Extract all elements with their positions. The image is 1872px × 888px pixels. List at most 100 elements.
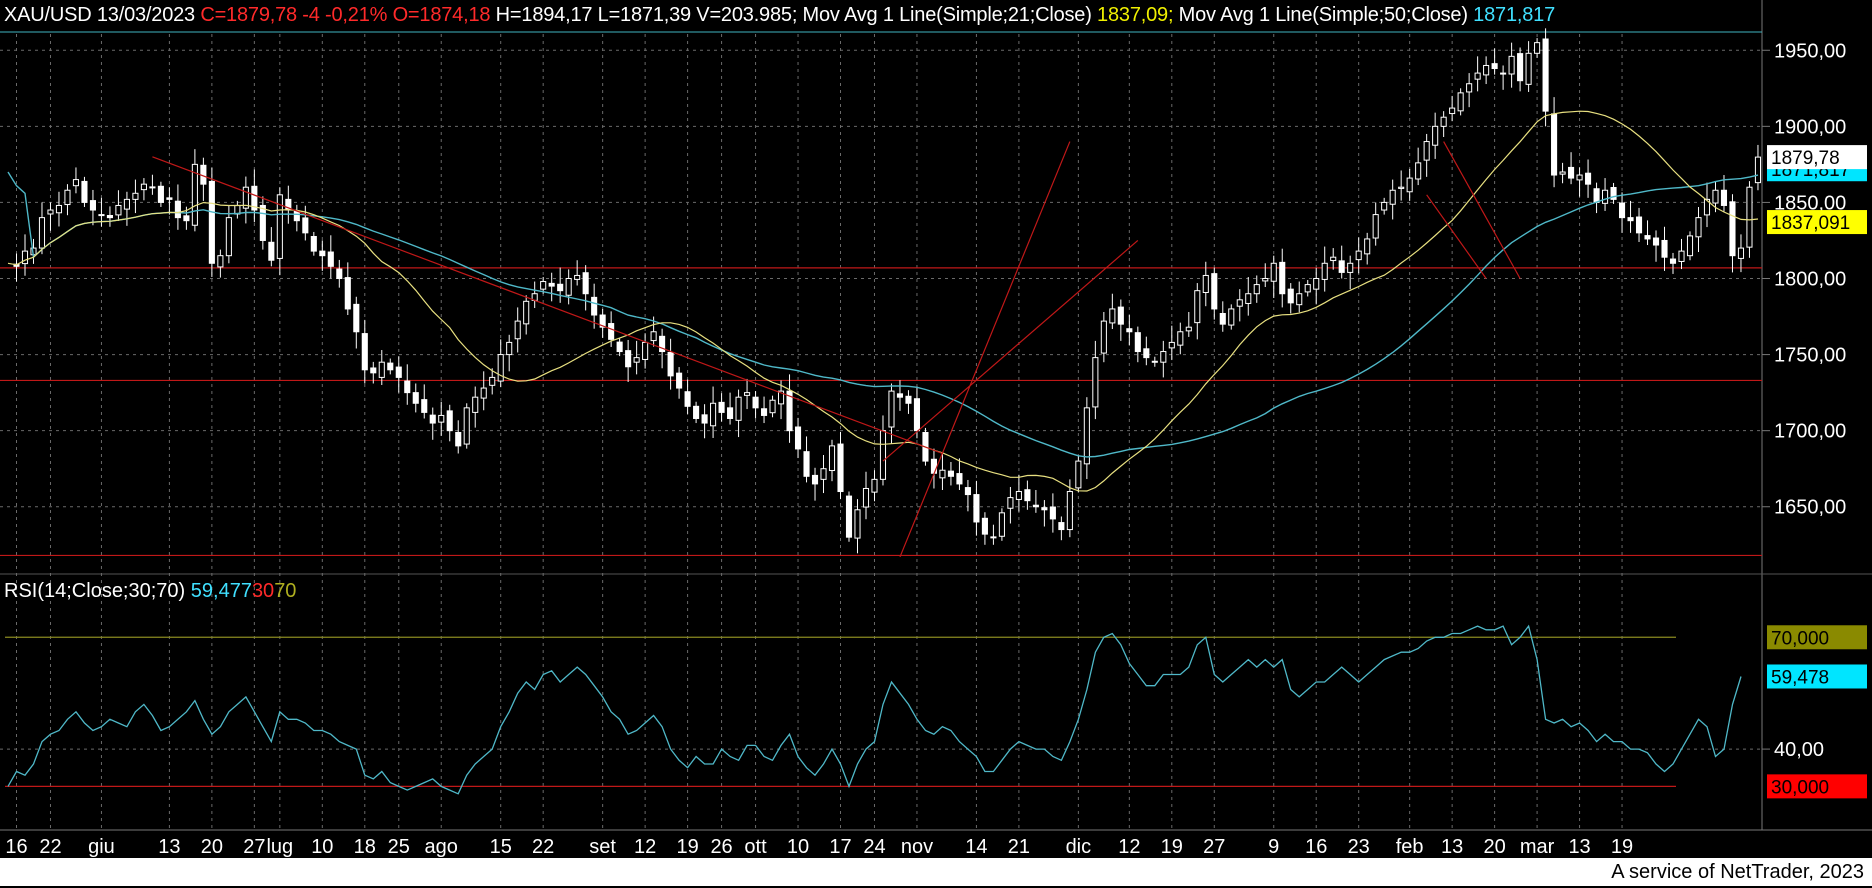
x-tick-label: 12 [634,836,656,858]
candle-body [905,395,912,404]
candle-body [523,300,530,325]
candle-body [1525,52,1532,85]
candle-body [1652,237,1660,246]
candle-body [1202,274,1209,294]
price-header: XAU/USD 13/03/2023 C=1879,78 -4 -0,21% O… [4,4,1555,27]
candle-body [845,495,853,538]
x-tick-label: ott [744,836,767,858]
candle-body [1508,55,1515,75]
candle-body [446,410,453,432]
candle-body [676,372,683,389]
candle-body [727,407,734,419]
candle-body [1695,217,1702,238]
candle-body [1304,284,1311,293]
candle-body [412,392,419,404]
candle-body [438,414,445,423]
candle-body [582,272,589,295]
candle-body [455,431,462,447]
candle-body [404,380,411,394]
candle-body [828,445,836,472]
rsi-tag-label: 30,000 [1771,777,1829,798]
candle-body [463,407,470,445]
candle-body [591,296,598,316]
x-tick-label: mar [1520,836,1555,858]
candle-body [1109,308,1116,324]
candle-body [837,443,844,493]
candle-body [89,200,96,211]
x-tick-label: 16 [1305,836,1327,858]
candle-body [1678,250,1685,262]
candle-body [625,350,632,368]
candle-body [761,408,768,416]
x-tick-label: 19 [1611,836,1633,858]
x-tick-label: lug [266,836,293,858]
candle-body [1432,125,1439,146]
trendline [882,240,1139,462]
x-tick-label: 20 [1483,836,1505,858]
y-tick-label: 1800,00 [1774,269,1846,291]
candle-body [1151,360,1158,363]
candle-body [616,341,623,353]
candle-body [1194,290,1201,324]
candle-body [1593,188,1600,203]
rsi-low: 30 [251,580,275,602]
candle-body [1100,320,1107,354]
candle-body [1576,174,1583,181]
candle-body [1177,331,1184,346]
x-tick-label: dic [1066,836,1092,858]
candle-body [174,200,181,219]
x-tick-label: 19 [1161,836,1183,858]
candle-body [327,251,334,267]
candle-body [310,236,317,252]
candle-body [1398,186,1405,189]
candle-body [81,180,88,203]
candle-body [642,341,649,360]
x-tick-label: 14 [965,836,987,858]
candle-body [1126,328,1133,333]
candle-body [268,241,275,261]
x-tick-label: 24 [863,836,885,858]
ma50-line [7,171,1759,458]
candle-body [429,414,436,424]
candle-body [1618,202,1626,219]
candle-body [990,536,997,539]
x-tick-label: 17 [829,836,851,858]
candle-body [744,392,751,396]
candle-body [565,278,572,296]
y-tick-label: 1850,00 [1774,192,1846,214]
candle-body [344,277,351,310]
ma50-value: 1871,817 [1473,4,1555,26]
candle-body [693,405,700,419]
candle-body [123,198,130,210]
x-tick-label: 12 [1118,836,1140,858]
candle-body [157,185,164,203]
footer-credit: A service of NetTrader, 2023 [0,858,1872,886]
candle-body [1228,308,1235,326]
candle-body [548,282,555,287]
candle-body [871,478,878,493]
x-tick-label: 27 [243,836,265,858]
candle-body [1423,141,1430,161]
candle-body [1338,260,1345,273]
candle-body [191,163,198,226]
candle-body [608,323,615,340]
candle-body [710,402,717,427]
candle-body [106,215,113,219]
close-value: C=1879,78 -4 -0,21% [200,4,388,26]
candle-body [769,399,776,414]
candle-body [217,255,224,268]
x-tick-label: 16 [5,836,27,858]
candle-body [947,470,954,477]
candle-body [489,376,496,386]
candle-body [361,333,368,371]
candle-body [149,186,156,189]
x-tick-label: 25 [388,836,410,858]
candle-body [72,179,80,187]
x-tick-label: 22 [39,836,61,858]
candle-body [1015,491,1022,500]
x-tick-label: 27 [1203,836,1225,858]
x-tick-label: 10 [787,836,809,858]
candle-body [650,331,657,342]
candle-body [472,396,479,413]
